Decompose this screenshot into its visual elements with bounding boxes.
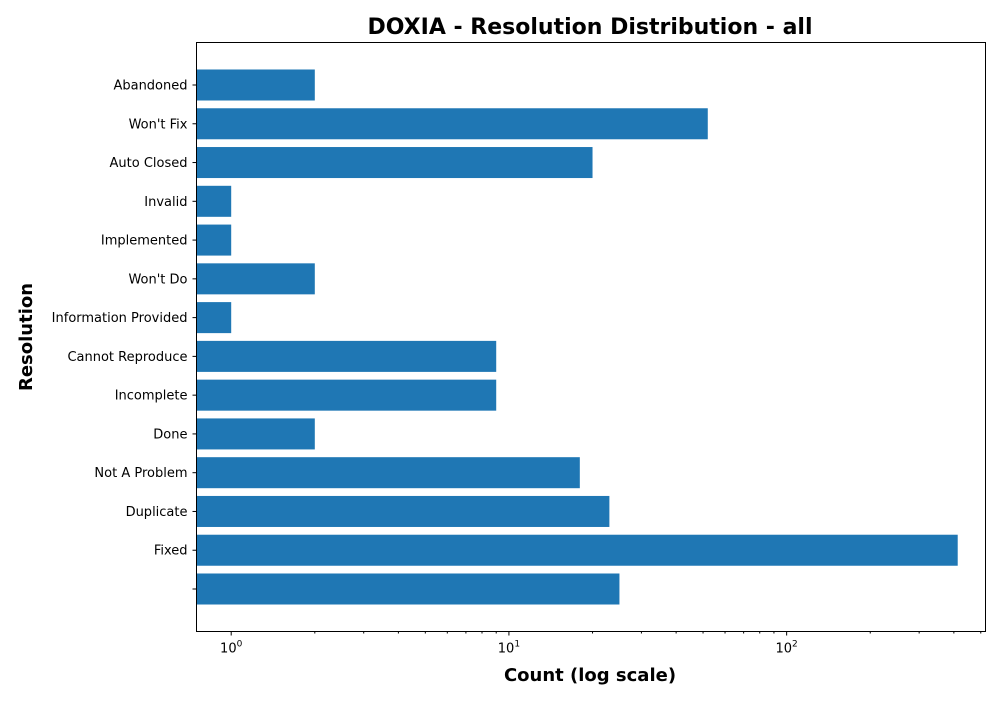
bar xyxy=(196,185,232,217)
bar xyxy=(196,302,232,334)
y-tick-label: Won't Do xyxy=(128,272,187,287)
bar xyxy=(196,495,610,527)
x-tick-label: 100 xyxy=(220,640,243,657)
y-tick-label: Fixed xyxy=(154,544,188,559)
chart-title: DOXIA - Resolution Distribution - all xyxy=(368,15,813,40)
y-tick-label: Won't Fix xyxy=(129,117,188,132)
y-tick-label: Done xyxy=(153,427,187,442)
bar xyxy=(196,457,580,489)
y-ticks-group: Abandoned Won't Fix Auto Closed Invalid Impl… xyxy=(52,79,197,590)
y-axis-label: Resolution xyxy=(16,283,37,391)
x-ticks-group: 100 101 102 xyxy=(220,631,982,657)
y-tick-label: Information Provided xyxy=(52,311,188,326)
plot-frame xyxy=(196,42,986,632)
bar xyxy=(196,379,497,411)
bar xyxy=(196,108,708,140)
y-tick-label: Not A Problem xyxy=(94,466,187,481)
bar xyxy=(196,263,315,295)
x-tick-label: 101 xyxy=(498,640,520,657)
x-tick-label: 102 xyxy=(776,640,798,657)
bar xyxy=(196,147,593,179)
bar xyxy=(196,573,620,605)
x-axis-label: Count (log scale) xyxy=(504,665,676,686)
y-tick-label: Abandoned xyxy=(113,79,187,94)
y-tick-label: Implemented xyxy=(101,234,188,249)
y-tick-label: Auto Closed xyxy=(110,156,188,171)
bar xyxy=(196,224,232,256)
bar xyxy=(196,534,958,566)
bar xyxy=(196,418,315,450)
bar xyxy=(196,340,497,372)
bars-group xyxy=(196,69,958,605)
y-tick-label: Duplicate xyxy=(126,505,188,520)
y-tick-label: Invalid xyxy=(144,195,187,210)
y-tick-label: Incomplete xyxy=(115,389,188,404)
y-tick-label: Cannot Reproduce xyxy=(67,350,187,365)
bar xyxy=(196,69,315,101)
